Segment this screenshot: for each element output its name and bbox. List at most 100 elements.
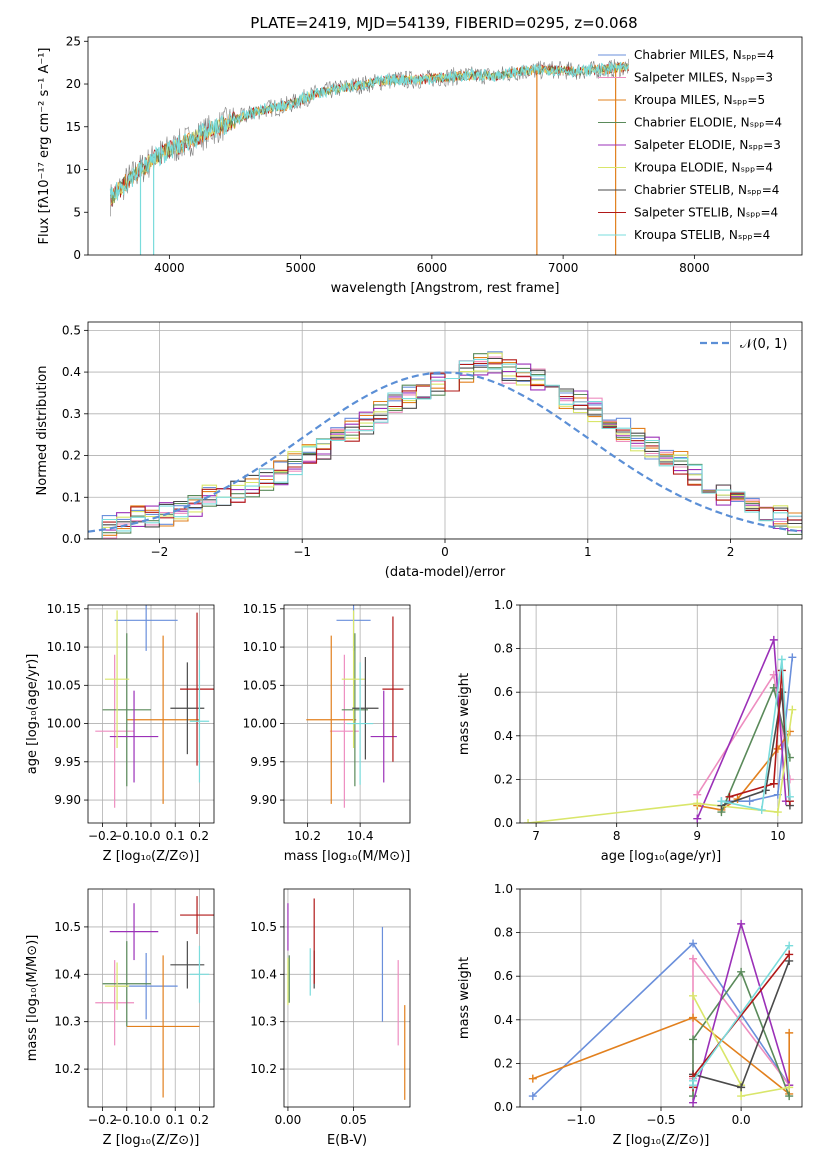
weight-marker <box>725 792 734 801</box>
y-axis-label: age [log₁₀(age/yr)] <box>25 654 40 775</box>
plot-area-mass-vs-z <box>88 889 214 1107</box>
weight-series <box>692 970 790 1097</box>
x-tick-label: 9 <box>693 829 701 843</box>
weight-marker <box>745 797 754 806</box>
x-tick-label: 1 <box>584 545 592 559</box>
axes-frame <box>87 321 803 540</box>
figure-title: PLATE=2419, MJD=54139, FIBERID=0295, z=0… <box>250 14 637 32</box>
y-axis-label: Normed distribution <box>35 366 50 496</box>
x-tick-label: 10 <box>770 829 785 843</box>
x-tick-label: 10.4 <box>347 829 374 843</box>
legend-label: Salpeter MILES, Nₛₚₚ=3 <box>634 71 773 85</box>
y-axis-label: mass weight <box>457 957 472 1039</box>
y-tick-label: 0 <box>73 248 81 262</box>
plot-area-weight-vs-z <box>520 889 802 1107</box>
x-tick-label: 0.1 <box>166 1113 185 1127</box>
y-tick-label: 0.2 <box>494 772 513 786</box>
legend-label: Kroupa MILES, Nₛₚₚ=5 <box>634 93 765 107</box>
y-tick-label: 0.2 <box>62 449 81 463</box>
weight-marker <box>689 939 698 948</box>
spectrum-line <box>110 58 629 217</box>
x-tick-label: 7000 <box>548 261 579 275</box>
panel-age-vs-z: −0.2−0.1 0.0 0.1 0.2 9.90 9.95 10.00 10.05 10.10… <box>25 602 215 864</box>
x-tick-label: −1 <box>293 545 311 559</box>
weight-marker <box>737 1092 746 1101</box>
weight-marker <box>757 805 766 814</box>
x-axis-label: Z [log₁₀(Z/Z⊙)] <box>613 1133 710 1148</box>
weight-marker <box>528 1092 537 1101</box>
x-tick-label: 6000 <box>417 261 448 275</box>
y-tick-label: 0.5 <box>62 323 81 337</box>
x-tick-label: 0.2 <box>190 1113 209 1127</box>
y-tick-label: 1.0 <box>494 882 513 896</box>
spectrum-line <box>110 62 629 203</box>
y-tick-label: 10.4 <box>54 967 81 981</box>
plot-area-mass-vs-ebv <box>284 889 410 1107</box>
y-tick-label: 0.0 <box>494 1100 513 1114</box>
spectrum-line <box>109 61 629 201</box>
weight-marker <box>785 1028 794 1037</box>
y-tick-label: 10.3 <box>54 1015 81 1029</box>
x-tick-label: 5000 <box>285 261 316 275</box>
weight-marker <box>737 1083 746 1092</box>
y-tick-label: 0.8 <box>494 926 513 940</box>
weight-marker <box>717 797 726 806</box>
y-tick-label: 9.90 <box>250 793 277 807</box>
weight-marker <box>737 967 746 976</box>
y-tick-label: 10.15 <box>47 602 81 616</box>
x-tick-label: 7 <box>532 829 540 843</box>
y-tick-label: 10.00 <box>47 717 81 731</box>
x-axis-label: mass [log₁₀(M/M⊙)] <box>284 849 411 864</box>
y-tick-label: 9.95 <box>54 755 81 769</box>
x-axis-label: age [log₁₀(age/yr)] <box>601 849 722 864</box>
x-tick-label: −0.5 <box>646 1113 675 1127</box>
x-tick-label: −0.1 <box>112 829 141 843</box>
legend-label: Salpeter STELIB, Nₛₚₚ=4 <box>634 206 778 220</box>
weight-marker <box>773 744 782 753</box>
weight-marker <box>689 1035 698 1044</box>
y-tick-label: 10.4 <box>250 967 277 981</box>
weight-marker <box>769 635 778 644</box>
panel-weight-vs-age: 7 8 9 10 0.0 0.2 0.4 0.6 0.8 1.0 age [log₁₀(age/yr… <box>457 598 803 864</box>
weight-marker <box>693 814 702 823</box>
weight-marker <box>769 779 778 788</box>
x-axis-label: E(B-V) <box>327 1133 367 1148</box>
weight-marker <box>689 1076 698 1085</box>
histogram-series <box>88 359 802 539</box>
gaussian-curve <box>88 371 802 533</box>
x-axis-label: wavelength [Angstrom, rest frame] <box>331 281 560 296</box>
y-tick-label: 0.6 <box>494 685 513 699</box>
x-tick-label: 0.05 <box>340 1113 367 1127</box>
x-axis-label: Z [log₁₀(Z/Z⊙)] <box>103 1133 200 1148</box>
weight-marker <box>785 1092 794 1101</box>
y-axis-label: mass weight <box>457 673 472 755</box>
y-tick-label: 10.2 <box>250 1062 277 1076</box>
weight-marker <box>785 775 794 784</box>
x-tick-label: 8000 <box>679 261 710 275</box>
weight-marker <box>785 941 794 950</box>
legend-label: Chabrier MILES, Nₛₚₚ=4 <box>634 48 774 62</box>
weight-marker <box>689 1013 698 1022</box>
weight-marker <box>785 1083 794 1092</box>
y-tick-label: 0.4 <box>62 365 81 379</box>
axes-frame <box>519 604 803 824</box>
y-tick-label: 10.15 <box>243 602 277 616</box>
weight-marker <box>788 653 797 662</box>
weight-marker <box>785 792 794 801</box>
y-tick-label: 10.05 <box>243 678 277 692</box>
panel-spectrum: 4000 5000 6000 7000 8000 0 5 10 15 20 25 wavelength… <box>37 34 803 296</box>
histogram-series <box>88 353 802 539</box>
x-tick-label: 0.00 <box>275 1113 302 1127</box>
weight-marker <box>693 790 702 799</box>
y-tick-label: 10.5 <box>250 920 277 934</box>
weight-marker <box>693 799 702 808</box>
y-tick-label: 0.4 <box>494 1013 513 1027</box>
y-tick-label: 5 <box>73 205 81 219</box>
x-tick-label: 0.2 <box>190 829 209 843</box>
legend-label: 𝒩(0, 1) <box>740 337 787 352</box>
y-tick-label: 9.90 <box>54 793 81 807</box>
histogram-series <box>88 358 802 539</box>
legend-label: Kroupa STELIB, Nₛₚₚ=4 <box>634 228 770 242</box>
panel-residuals: −2 −1 0 1 2 0.0 0.1 0.2 0.3 0.4 0.5 (data-model)/er… <box>35 321 803 580</box>
x-tick-label: 0.0 <box>732 1113 751 1127</box>
